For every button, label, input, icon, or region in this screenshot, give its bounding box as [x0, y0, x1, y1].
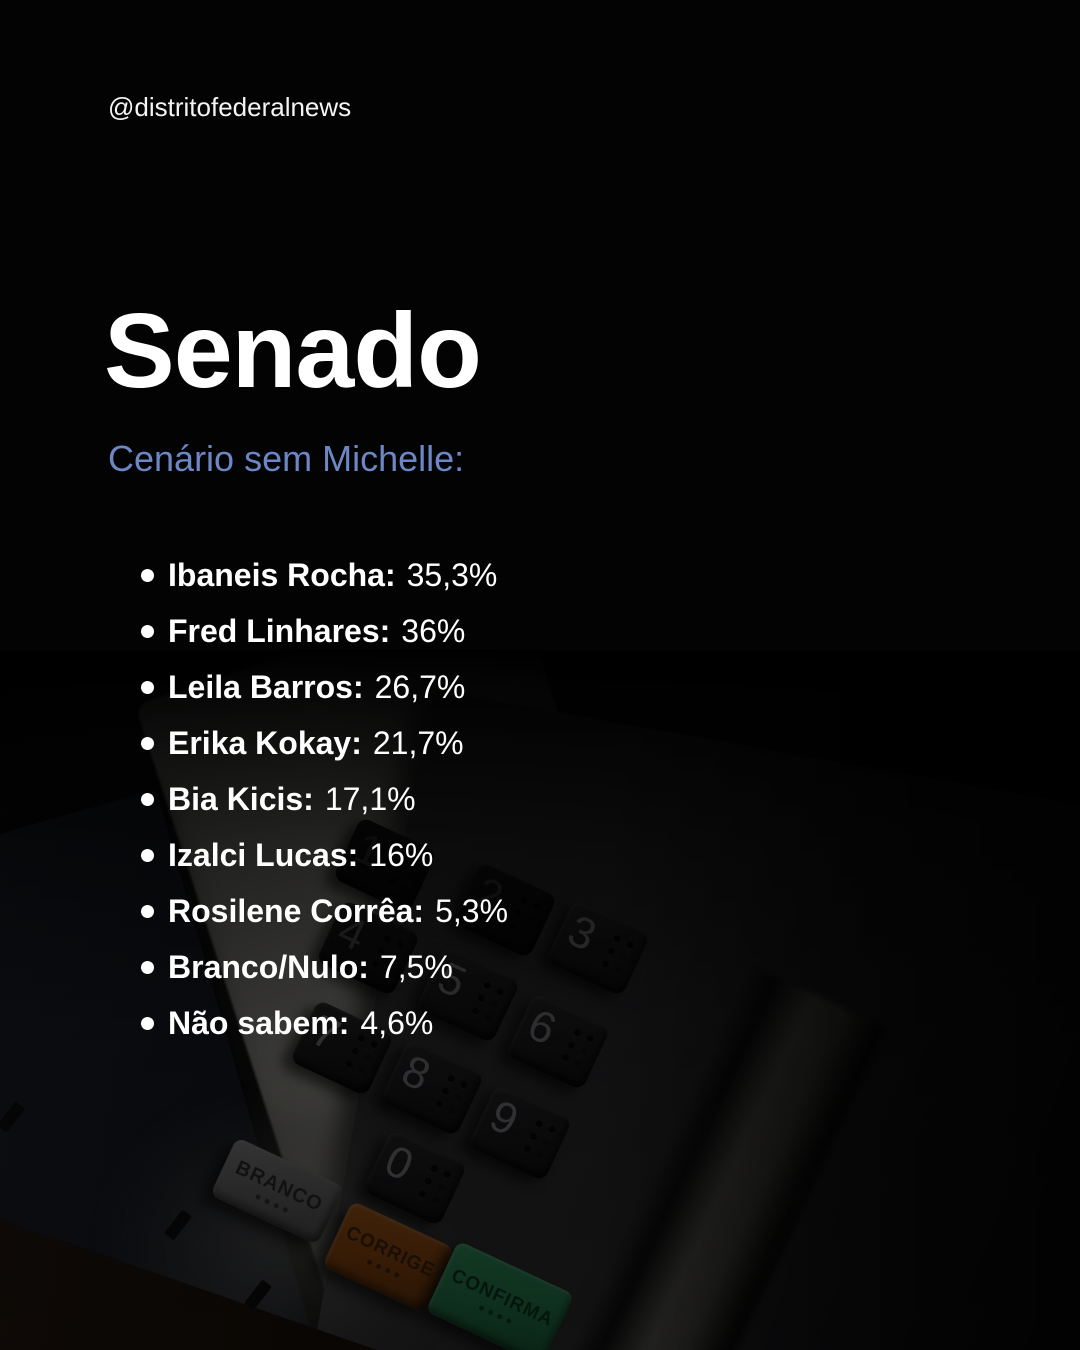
candidate-percentage: 26,7% [374, 668, 466, 705]
candidate-name: Fred Linhares: [168, 612, 391, 649]
bullet-icon [141, 568, 154, 582]
candidate-name: Erika Kokay: [168, 724, 362, 761]
bullet-icon [141, 792, 154, 806]
bullet-icon [141, 904, 154, 918]
result-item: Branco/Nulo: 7,5% [130, 939, 508, 995]
account-handle: @distritofederalnews [108, 92, 352, 122]
candidate-percentage: 36% [401, 612, 466, 649]
bullet-icon [141, 960, 154, 974]
candidate-name: Leila Barros: [168, 668, 364, 705]
candidate-percentage: 17,1% [324, 780, 416, 817]
candidate-name: Rosilene Corrêa: [168, 892, 425, 929]
page-title: Senado [104, 292, 482, 410]
candidate-percentage: 35,3% [406, 556, 498, 593]
result-item: Leila Barros: 26,7% [130, 659, 508, 715]
candidate-name: Izalci Lucas: [168, 836, 359, 873]
bullet-icon [141, 624, 154, 638]
poll-results-list: Ibaneis Rocha: 35,3% Fred Linhares: 36% … [130, 547, 508, 1051]
result-item: Erika Kokay: 21,7% [130, 715, 508, 771]
result-item: Fred Linhares: 36% [130, 603, 508, 659]
result-item: Bia Kicis: 17,1% [130, 771, 508, 827]
result-item: Rosilene Corrêa: 5,3% [130, 883, 508, 939]
bullet-icon [141, 1016, 154, 1030]
result-item: Não sabem: 4,6% [130, 995, 508, 1051]
urna-photo: 1 2 3 4 5 6 7 8 [0, 650, 1080, 1350]
candidate-percentage: 5,3% [435, 892, 509, 929]
photo-dark-overlay [0, 650, 1080, 1350]
candidate-percentage: 16% [369, 836, 434, 873]
candidate-percentage: 21,7% [372, 724, 464, 761]
candidate-name: Não sabem: [168, 1004, 350, 1041]
bullet-icon [141, 736, 154, 750]
result-item: Izalci Lucas: 16% [130, 827, 508, 883]
scenario-subtitle: Cenário sem Michelle: [108, 438, 465, 479]
candidate-percentage: 4,6% [360, 1004, 434, 1041]
candidate-percentage: 7,5% [379, 948, 453, 985]
candidate-name: Ibaneis Rocha: [168, 556, 396, 593]
bullet-icon [141, 680, 154, 694]
bullet-icon [141, 848, 154, 862]
result-item: Ibaneis Rocha: 35,3% [130, 547, 508, 603]
candidate-name: Bia Kicis: [168, 780, 314, 817]
candidate-name: Branco/Nulo: [168, 948, 369, 985]
